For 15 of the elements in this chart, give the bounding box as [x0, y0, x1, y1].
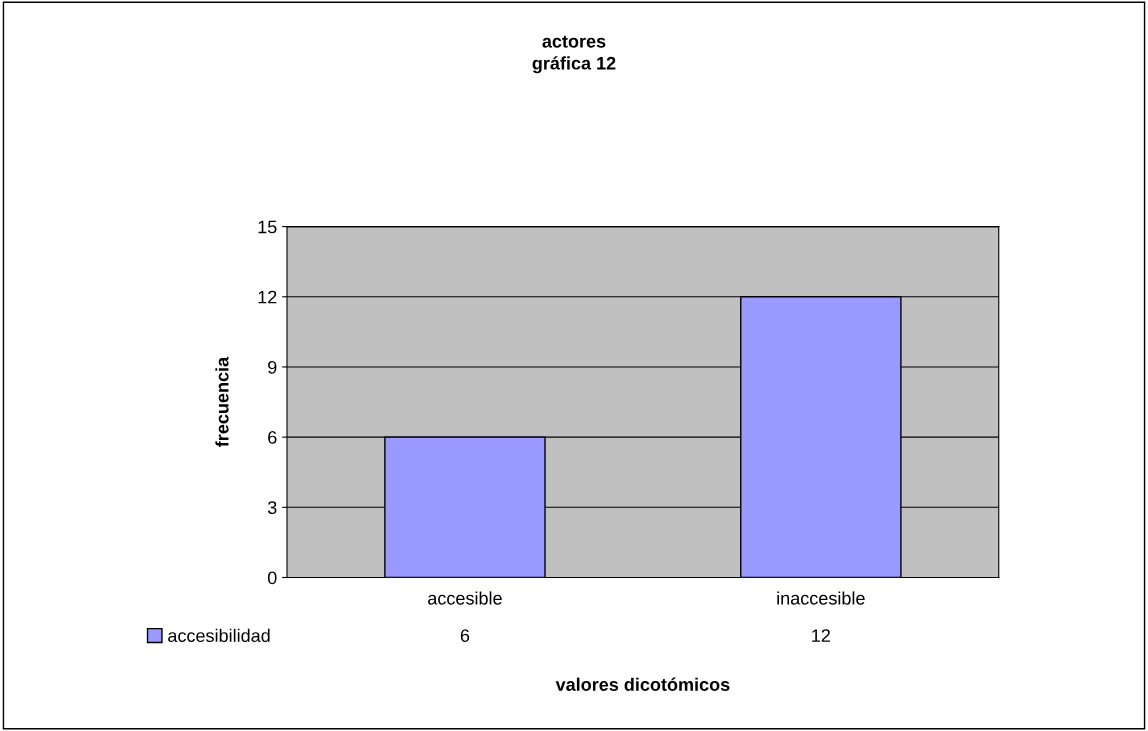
legend-label: accesibilidad: [168, 628, 270, 643]
y-tick-label: 12: [258, 290, 277, 304]
data-label: 12: [812, 629, 830, 642]
y-axis-title: frecuencia: [215, 356, 229, 447]
x-axis-title: valores dicotómicos: [555, 677, 730, 691]
chart-title: actores: [542, 35, 606, 48]
x-tick-label: accesible: [428, 591, 502, 605]
x-tick-label: inaccesible: [777, 591, 865, 605]
data-label: 6: [460, 629, 470, 642]
y-tick-label: 6: [268, 431, 277, 444]
chart-subtitle: gráfica 12: [532, 56, 616, 74]
y-tick-label: 9: [268, 360, 277, 374]
y-tick-label: 15: [258, 220, 277, 234]
y-tick-label: 3: [267, 501, 277, 515]
y-tick-label: 0: [267, 571, 277, 585]
